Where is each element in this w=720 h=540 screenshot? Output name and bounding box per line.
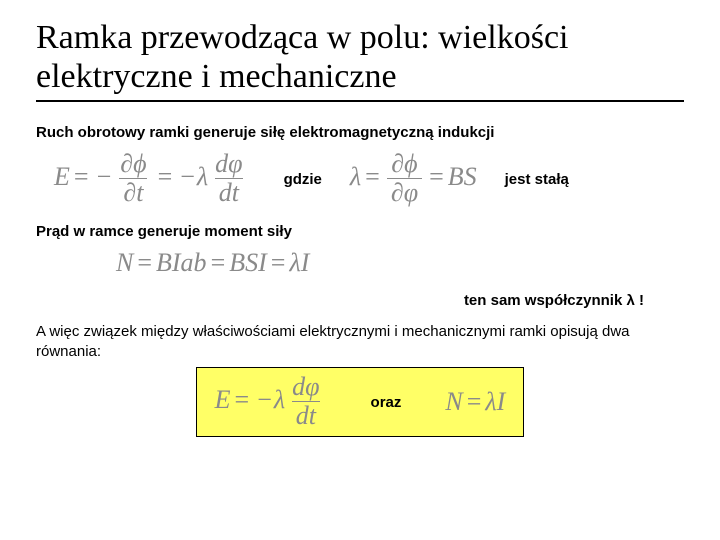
label-oraz: oraz (371, 394, 402, 411)
label-jest-stala: jest stałą (505, 171, 569, 188)
summary-box-wrap: E=−λdφdt oraz N=λI (36, 367, 684, 437)
equation-torque: N=BIab=BSI=λI (116, 248, 309, 278)
equation-emf: E=−∂ϕ∂t=−λdφdt (54, 151, 250, 207)
slide-container: Ramka przewodząca w polu: wielkości elek… (0, 0, 720, 457)
slide-title: Ramka przewodząca w polu: wielkości elek… (36, 18, 684, 102)
equation-row-1: E=−∂ϕ∂t=−λdφdt gdzie λ=∂ϕ∂φ=BS jest stał… (54, 151, 684, 207)
coefficient-note: ten sam współczynnik λ ! (464, 292, 644, 309)
intro-line-3: A więc związek między właściwościami ele… (36, 322, 684, 361)
intro-line-1: Ruch obrotowy ramki generuje siłę elektr… (36, 124, 684, 141)
equation-row-2: N=BIab=BSI=λI (116, 248, 684, 278)
intro-line-2: Prąd w ramce generuje moment siły (36, 223, 684, 240)
equation-lambda-def: λ=∂ϕ∂φ=BS (350, 151, 477, 207)
equation-summary-torque: N=λI (445, 387, 505, 417)
equation-summary-emf: E=−λdφdt (215, 374, 327, 430)
coefficient-note-row: ten sam współczynnik λ ! (36, 292, 644, 310)
label-gdzie: gdzie (284, 171, 322, 188)
summary-box: E=−λdφdt oraz N=λI (196, 367, 525, 437)
